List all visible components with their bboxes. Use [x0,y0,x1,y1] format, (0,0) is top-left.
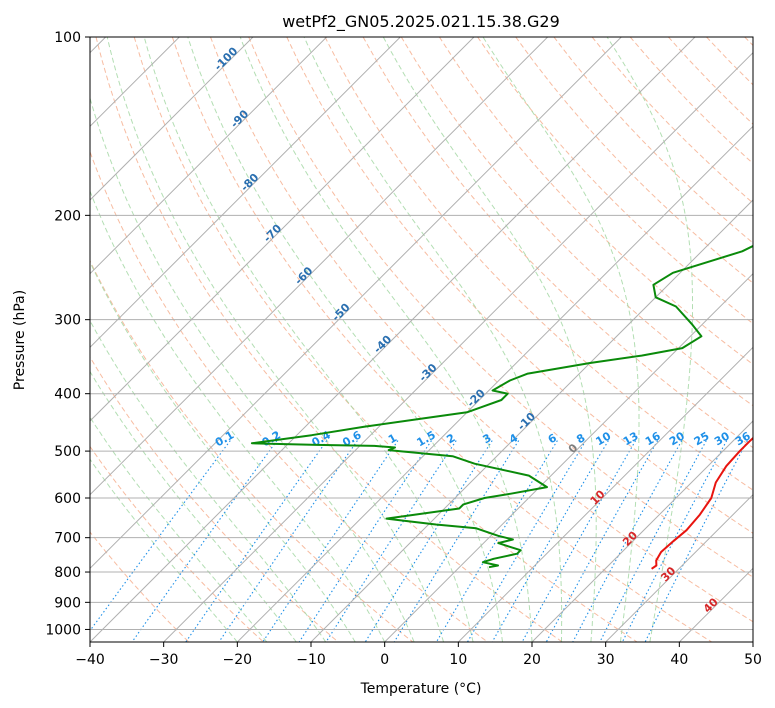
moist-adiabat-line [90,189,386,642]
moist-adiabat-line [239,37,533,642]
isotherm-line [90,37,402,349]
isotherm-line [90,37,254,201]
plot-frame [89,36,754,643]
y-tick-label: 400 [54,387,81,403]
chart-title: wetPf2_GN05.2025.021.15.38.G29 [282,12,560,32]
isotherm-line [457,346,753,642]
isotherm-line [90,37,549,496]
isotherm-line [90,37,328,275]
isotherm-line [162,51,753,642]
isotherm-line [90,37,475,422]
isotherm-line [236,125,753,642]
isotherm-line [90,37,181,128]
x-tick-label: 30 [597,652,615,668]
dry-adiabat-line [286,37,753,534]
y-axis-label: Pressure (hPa) [12,290,28,390]
x-tick-label: 40 [670,652,688,668]
x-tick-label: 0 [380,652,389,668]
moist-adiabat-line [143,37,474,642]
isotherm-line [604,493,753,642]
mixing-ratio-line [298,440,432,642]
x-tick-label: 20 [523,652,541,668]
moist-adiabat-line [187,37,503,642]
mixing-ratio-line [185,440,328,642]
dry-adiabat-line [90,150,489,642]
x-tick-label: 50 [744,652,762,668]
y-tick-label: 600 [54,491,81,507]
y-tick-label: 500 [54,444,81,460]
x-tick-label: 10 [449,652,467,668]
isotherm-line [531,420,753,642]
mixing-ratio-line [131,440,278,642]
moist-adiabat-line [90,319,327,642]
x-tick-label: −30 [149,652,179,668]
mixing-ratio-line [325,440,457,642]
y-tick-label: 300 [54,313,81,329]
mixing-ratio-line [491,440,609,642]
y-tick-label: 200 [54,208,81,224]
dry-adiabat-line [133,37,638,642]
moist-adiabat-line [106,37,445,642]
grid [90,37,753,642]
y-tick-label: 1000 [45,622,81,638]
moist-adiabat-line [90,416,268,642]
mixing-ratio-line [644,440,748,642]
dry-adiabat-line [248,37,753,578]
mixing-ratio-line [545,440,659,642]
mixing-ratio-line [621,440,728,642]
y-tick-label: 800 [54,565,81,581]
y-tick-label: 100 [54,30,81,46]
x-axis-label: Temperature (°C) [360,681,482,697]
background-lines [90,37,753,642]
y-tick-label: 700 [54,531,81,547]
y-tick-label: 900 [54,595,81,611]
mixing-ratio-line [521,440,637,642]
series-layer [250,244,753,570]
axes: −40 −30 −20 −10 0 10 20 30 40 50 100 200 300 400 500 60… [45,30,762,668]
moist-adiabat-line [303,37,563,642]
mixing-ratio-line [435,440,558,642]
x-tick-label: −40 [75,652,105,668]
moist-adiabat-line [382,37,597,642]
moist-adiabat-line [482,37,640,642]
temperature-profile-line [651,436,753,570]
moist-adiabat-line [90,260,356,642]
isotherm-line [310,199,753,642]
moist-adiabat-line [90,458,238,642]
mixing-ratio-line [364,440,493,642]
dewpoint-profile-line [250,244,753,569]
isotherm-line [90,37,696,642]
isotherm-line [90,37,623,570]
moist-adiabat-line [606,37,693,642]
x-tick-label: −10 [296,652,326,668]
isotherm-line [383,272,753,642]
dry-adiabat-line [324,37,753,491]
x-tick-label: −20 [223,652,253,668]
mixing-ratio-line [262,440,399,642]
